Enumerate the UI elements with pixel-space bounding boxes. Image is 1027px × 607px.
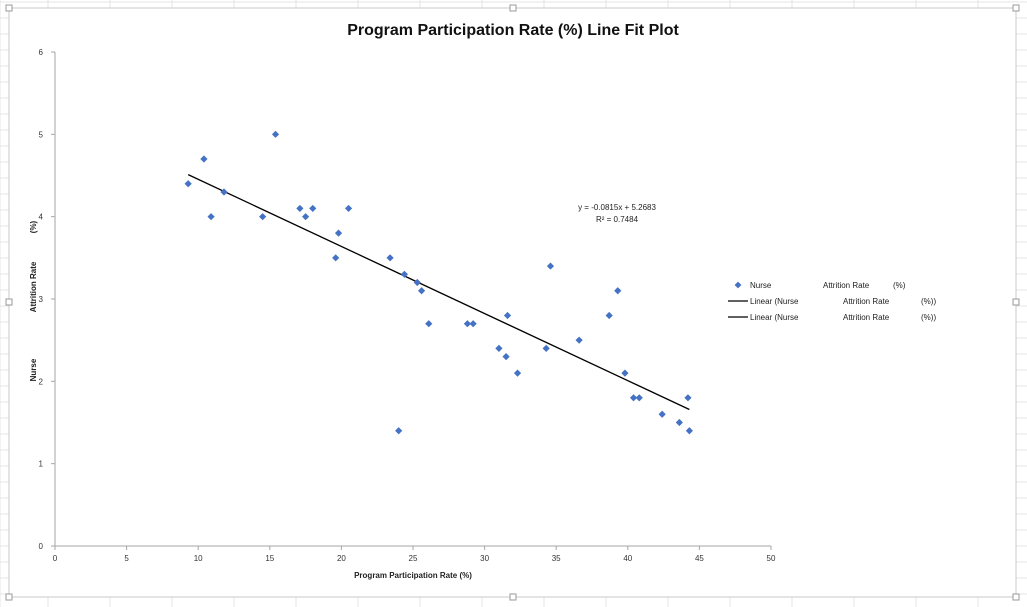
- data-point: [513, 369, 522, 377]
- data-point: [614, 287, 622, 295]
- x-axis-title: Program Participation Rate (%): [354, 571, 472, 580]
- chart-resize-handle[interactable]: [509, 593, 517, 601]
- x-tick-label: 40: [623, 554, 632, 563]
- y-tick-labels: 0 1 2 3 4 5 6: [39, 48, 55, 551]
- y-axis-title-part-3: (%): [29, 220, 38, 233]
- data-point: [386, 254, 394, 262]
- data-point: [425, 320, 433, 328]
- y-tick-label: 1: [39, 460, 44, 469]
- y-axis-title-part-1: Nurse: [29, 358, 38, 381]
- legend-label: Attrition Rate: [843, 313, 890, 322]
- chart-area-frame[interactable]: [8, 7, 1017, 598]
- data-point: [685, 427, 693, 435]
- trendline: [187, 174, 690, 411]
- chart-resize-handle[interactable]: [5, 593, 13, 601]
- legend[interactable]: Nurse Attrition Rate (%)Linear (Nurse Attri…: [728, 281, 936, 322]
- data-point: [395, 427, 403, 435]
- data-point: [200, 155, 208, 163]
- data-point: [658, 410, 666, 418]
- y-tick-label: 4: [39, 213, 44, 222]
- x-tick-label: 45: [695, 554, 704, 563]
- chart-title: Program Participation Rate (%) Line Fit …: [347, 22, 679, 39]
- chart-resize-handles[interactable]: [5, 4, 1020, 601]
- legend-marker-diamond: [734, 281, 742, 289]
- chart-resize-handle[interactable]: [1012, 593, 1020, 601]
- data-point: [621, 369, 629, 377]
- chart-resize-handle[interactable]: [509, 4, 517, 12]
- data-point: [207, 213, 215, 221]
- data-point: [675, 418, 683, 427]
- x-tick-label: 35: [552, 554, 561, 563]
- data-point: [413, 278, 421, 287]
- legend-label: (%)): [921, 297, 936, 306]
- y-tick-label: 6: [39, 48, 44, 57]
- legend-label: Attrition Rate: [843, 297, 890, 306]
- legend-label: Linear (Nurse: [750, 313, 799, 322]
- data-point: [417, 287, 426, 295]
- data-point: [259, 213, 267, 221]
- r-squared-label: R² = 0.7484: [596, 215, 639, 224]
- data-point: [495, 344, 503, 352]
- data-point: [605, 311, 613, 320]
- data-point: [469, 320, 477, 328]
- y-tick-label: 5: [39, 130, 44, 139]
- data-point: [542, 344, 550, 352]
- data-point: [546, 262, 555, 270]
- legend-label: Linear (Nurse: [750, 297, 799, 306]
- chart-resize-handle[interactable]: [1012, 4, 1020, 12]
- x-tick-label: 20: [337, 554, 346, 563]
- data-point: [296, 204, 304, 213]
- data-point: [302, 213, 310, 221]
- x-tick-label: 0: [53, 554, 58, 563]
- data-point: [629, 394, 638, 402]
- data-point: [271, 130, 280, 138]
- x-tick-label: 5: [124, 554, 129, 563]
- data-point: [463, 320, 472, 328]
- legend-label: (%)): [921, 313, 936, 322]
- x-tick-label: 10: [194, 554, 203, 563]
- trendline-layer: [187, 174, 690, 411]
- data-point: [309, 204, 317, 213]
- data-point: [400, 270, 409, 278]
- data-point: [332, 254, 340, 262]
- legend-label: (%): [893, 281, 906, 290]
- x-tick-label: 15: [265, 554, 274, 563]
- x-tick-label: 50: [767, 554, 776, 563]
- y-axis-title-part-2: Attrition Rate: [29, 261, 38, 312]
- data-point: [684, 394, 692, 402]
- y-tick-label: 3: [39, 295, 44, 304]
- y-tick-label: 2: [39, 377, 44, 386]
- data-point: [344, 204, 353, 213]
- data-point: [334, 229, 343, 237]
- data-point: [503, 311, 512, 320]
- trendline-equation: y = -0.0815x + 5.2683: [578, 203, 656, 212]
- data-point: [635, 394, 643, 402]
- chart-resize-handle[interactable]: [1012, 298, 1020, 306]
- legend-label: Nurse: [750, 281, 772, 290]
- data-point: [575, 336, 583, 344]
- x-tick-label: 25: [409, 554, 418, 563]
- data-points-layer: [184, 130, 693, 435]
- data-point: [184, 180, 192, 188]
- data-point: [220, 188, 228, 196]
- legend-label: Attrition Rate: [823, 281, 870, 290]
- data-point: [502, 353, 510, 361]
- chart-resize-handle[interactable]: [5, 4, 13, 12]
- x-tick-label: 30: [480, 554, 489, 563]
- x-tick-labels: 0 5 10 15 20 25 30 35 40 45 50: [53, 546, 776, 563]
- y-tick-label: 0: [39, 542, 44, 551]
- chart-resize-handle[interactable]: [5, 298, 13, 306]
